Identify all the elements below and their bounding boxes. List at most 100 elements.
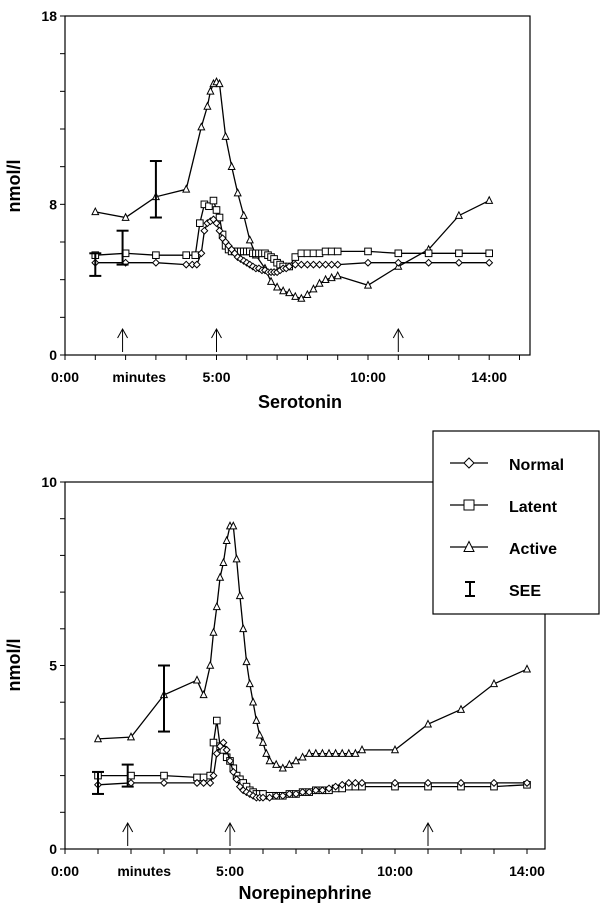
data-point-diamond — [265, 793, 274, 802]
data-point-diamond — [305, 788, 314, 797]
data-point-triangle — [239, 623, 248, 633]
series-latent — [91, 196, 493, 271]
data-point-diamond — [423, 778, 433, 787]
data-point-diamond — [209, 771, 218, 780]
data-point-diamond — [522, 778, 532, 787]
data-point-triangle — [456, 704, 466, 713]
data-point-triangle — [279, 286, 288, 295]
series-active — [93, 521, 532, 772]
data-point-diamond — [291, 789, 301, 798]
data-point-square — [215, 213, 224, 222]
data-point-triangle — [321, 274, 330, 283]
data-point-triangle — [93, 733, 103, 743]
error-bar — [89, 252, 102, 277]
plot-area-frame — [64, 15, 531, 356]
data-point-triangle — [454, 210, 464, 219]
data-point-triangle — [197, 122, 206, 131]
data-point-diamond — [219, 738, 228, 747]
data-point-square — [485, 249, 493, 258]
data-point-square — [455, 249, 463, 258]
legend-label: Latent — [509, 499, 558, 516]
x-tick-label: 14:00 — [471, 369, 507, 385]
data-point-diamond — [232, 775, 241, 784]
data-point-triangle — [318, 748, 327, 757]
data-point-triangle — [522, 664, 532, 673]
x-axis-title: Serotonin — [258, 392, 342, 412]
data-point-square — [212, 206, 221, 214]
data-point-triangle — [235, 590, 245, 600]
data-point-triangle — [351, 748, 360, 757]
data-point-triangle — [262, 748, 271, 757]
data-point-triangle — [203, 101, 212, 110]
data-point-diamond — [182, 260, 191, 269]
x-annotation-minutes: minutes — [112, 369, 166, 385]
legend-marker-diamond-icon — [463, 457, 475, 469]
data-point-triangle — [423, 719, 433, 728]
data-point-square — [160, 771, 168, 780]
data-point-triangle — [192, 675, 202, 684]
data-point-triangle — [199, 689, 208, 699]
data-point-triangle — [291, 291, 300, 300]
data-point-triangle — [311, 748, 320, 757]
data-point-triangle — [338, 748, 347, 757]
data-point-diamond — [291, 260, 300, 269]
data-point-triangle — [248, 697, 258, 706]
data-point-diamond — [315, 260, 324, 269]
data-point-diamond — [297, 260, 306, 269]
data-point-diamond — [258, 793, 268, 802]
data-point-triangle — [265, 756, 274, 765]
error-bar — [149, 160, 162, 219]
data-point-triangle — [285, 759, 294, 768]
data-point-diamond — [192, 778, 202, 787]
up-arrow-icon — [117, 327, 129, 352]
data-point-triangle — [229, 521, 238, 530]
data-point-square — [191, 251, 200, 259]
data-point-diamond — [278, 791, 287, 800]
legend-label: SEE — [509, 583, 541, 600]
data-point-triangle — [327, 272, 336, 282]
data-point-square — [213, 716, 221, 725]
data-point-triangle — [324, 748, 334, 757]
data-point-triangle — [390, 744, 400, 754]
data-point-triangle — [126, 732, 136, 741]
x-annotation-minutes: minutes — [117, 863, 171, 879]
data-point-diamond — [303, 260, 312, 269]
data-point-square — [196, 219, 204, 227]
x-tick-label: 10:00 — [350, 369, 386, 385]
data-point-triangle — [309, 284, 318, 293]
data-point-triangle — [485, 195, 494, 204]
data-point-triangle — [242, 656, 251, 666]
data-point-diamond — [485, 258, 494, 267]
error-bar — [158, 664, 170, 733]
data-point-triangle — [258, 737, 268, 746]
data-point-square — [209, 196, 218, 205]
data-point-diamond — [200, 226, 209, 235]
legend-marker-square-icon — [463, 499, 475, 511]
data-point-diamond — [197, 249, 206, 258]
y-axis-title: nmol/l — [4, 160, 24, 213]
data-point-triangle — [233, 188, 242, 197]
x-tick-label: 10:00 — [377, 863, 413, 879]
data-point-triangle — [227, 161, 236, 170]
legend-item-see: SEE — [465, 581, 541, 600]
data-point-triangle — [206, 86, 215, 95]
y-tick-label: 5 — [49, 658, 57, 674]
data-point-diamond — [212, 219, 221, 228]
data-point-square — [364, 247, 372, 256]
data-point-square — [205, 202, 213, 211]
y-tick-label: 0 — [49, 841, 57, 857]
data-point-diamond — [206, 778, 215, 787]
data-point-triangle — [232, 554, 241, 563]
data-point-triangle — [363, 280, 373, 289]
data-point-diamond — [331, 782, 340, 791]
error-bar — [121, 763, 134, 788]
data-point-triangle — [272, 759, 281, 768]
data-point-diamond — [222, 745, 231, 754]
data-point-triangle — [278, 763, 287, 772]
legend-item-active: Active — [450, 540, 557, 558]
data-point-diamond — [311, 786, 320, 795]
data-point-triangle — [333, 270, 342, 280]
data-point-triangle — [331, 748, 340, 757]
data-point-triangle — [266, 276, 276, 285]
